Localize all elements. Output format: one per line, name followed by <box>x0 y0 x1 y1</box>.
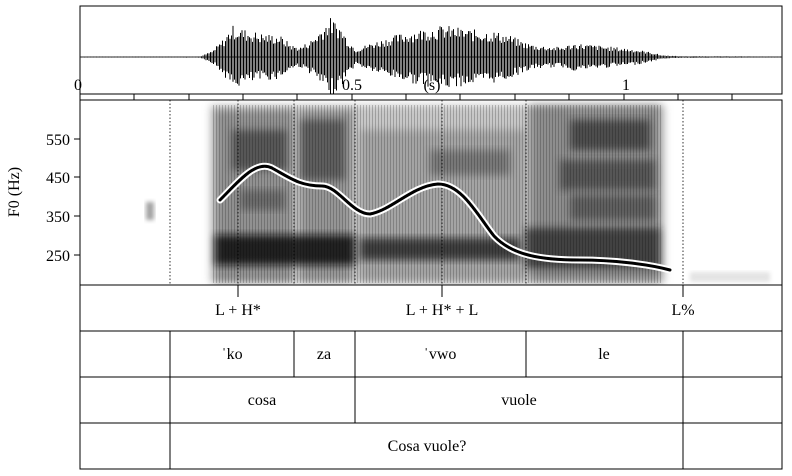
time-tick-0-5: 0.5 <box>342 77 362 94</box>
time-axis: 0 0.5 (s) 1 <box>74 77 733 100</box>
annotation-tiers: L + H* L + H* + L L% ˈko za ˈvwo le cosa… <box>79 284 783 470</box>
syllable-2: za <box>317 346 331 363</box>
waveform-frame <box>79 5 783 95</box>
syllable-tier: ˈko za ˈvwo le <box>169 331 684 377</box>
time-unit-label: (s) <box>424 77 441 94</box>
f0-axis-label: F0 (Hz) <box>6 167 23 217</box>
f0-contour <box>218 164 672 272</box>
waveform-signal <box>80 18 782 94</box>
waveform-panel <box>79 5 783 95</box>
syllable-3: ˈvwo <box>424 346 457 363</box>
tone-tier: L + H* L + H* + L L% <box>215 285 695 319</box>
tone-label-2: L + H* + L <box>406 302 479 319</box>
time-tick-0: 0 <box>74 77 82 94</box>
spectrogram-image <box>146 105 770 283</box>
syllable-1: ˈko <box>221 346 242 363</box>
word-1: cosa <box>248 392 276 409</box>
spectrogram-panel: 550 450 350 250 F0 (Hz) <box>6 99 783 286</box>
f0-tick-450: 450 <box>46 170 70 187</box>
tone-label-1: L + H* <box>215 302 261 319</box>
f0-tick-350: 350 <box>46 209 70 226</box>
tone-label-3: L% <box>671 302 694 319</box>
word-2: vuole <box>501 392 537 409</box>
word-tier: cosa vuole <box>169 377 684 423</box>
utterance-text: Cosa vuole? <box>388 438 467 455</box>
f0-axis: 550 450 350 250 F0 (Hz) <box>6 132 80 265</box>
utterance-tier: Cosa vuole? <box>169 423 684 469</box>
f0-tick-250: 250 <box>46 248 70 265</box>
f0-tick-550: 550 <box>46 132 70 149</box>
time-tick-1: 1 <box>622 77 630 94</box>
syllable-4: le <box>598 346 610 363</box>
